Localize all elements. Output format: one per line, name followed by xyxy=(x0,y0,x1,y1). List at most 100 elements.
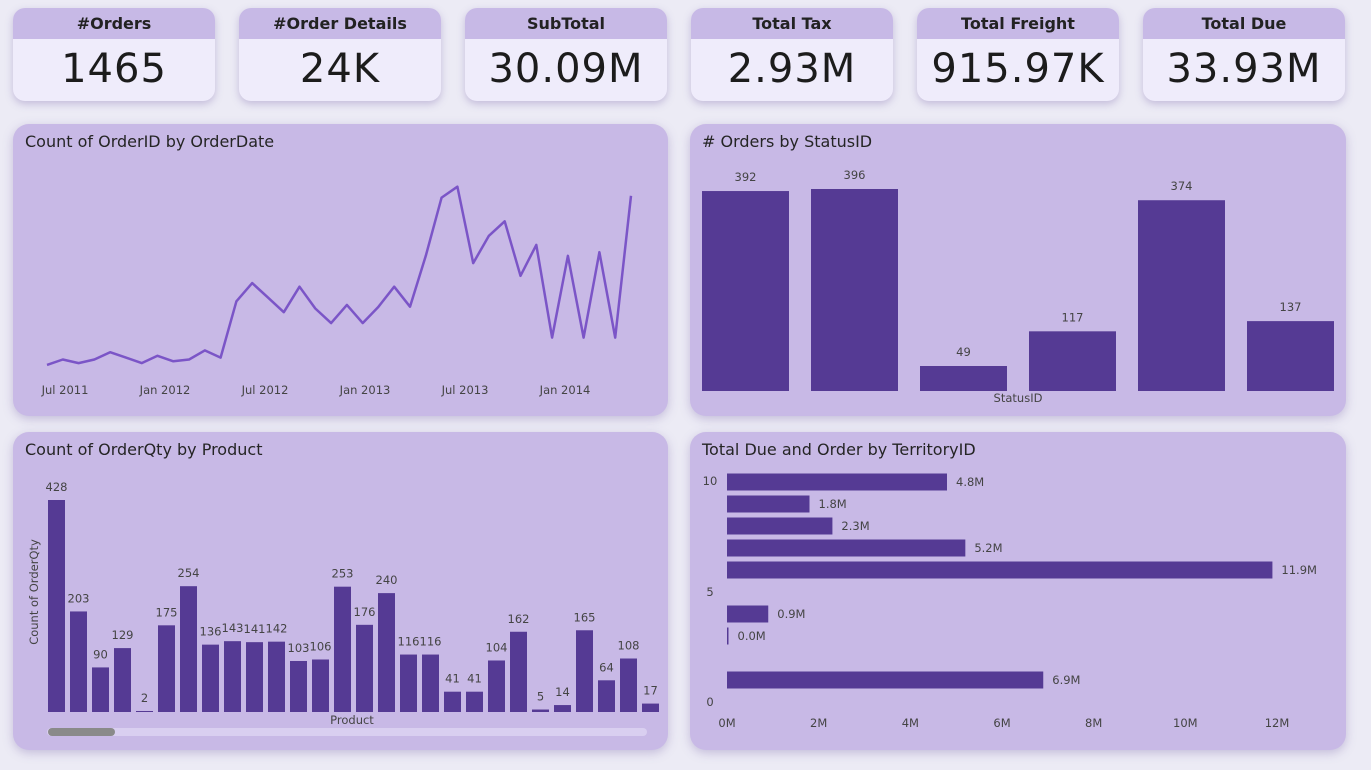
x-tick-label: 4M xyxy=(902,716,919,730)
bar-value-label: 137 xyxy=(1280,300,1302,314)
product-bar xyxy=(576,630,593,712)
bar-value-label: 14 xyxy=(555,685,570,699)
product-bar xyxy=(356,624,373,712)
bar-value-label: 428 xyxy=(46,480,68,494)
status-bar xyxy=(1138,200,1225,391)
x-tick-label: 0M xyxy=(718,716,735,730)
bar-value-label: 108 xyxy=(618,639,640,653)
bar-value-label: 392 xyxy=(735,170,757,184)
status-chart-panel[interactable]: # Orders by StatusID 392 396 49 117 374 137 St… xyxy=(690,124,1346,416)
product-bar xyxy=(246,642,263,712)
bar-value-label: 374 xyxy=(1171,179,1193,193)
x-tick-label: 12M xyxy=(1265,716,1290,730)
product-bar xyxy=(598,680,615,712)
bar-value-label: 175 xyxy=(156,605,178,619)
kpi-total-due: Total Due 33.93M xyxy=(1143,8,1345,101)
bar-value-label: 176 xyxy=(354,605,376,619)
bar-value-label: 0.0M xyxy=(738,629,766,643)
chart-title: # Orders by StatusID xyxy=(702,132,873,151)
bar-value-label: 2 xyxy=(141,691,148,705)
bar-value-label: 17 xyxy=(643,684,658,698)
product-bar xyxy=(488,660,505,712)
chart-title: Count of OrderID by OrderDate xyxy=(25,132,275,151)
bar-value-label: 116 xyxy=(398,635,420,649)
bar-value-label: 103 xyxy=(288,641,310,655)
x-tick-label: Jul 2011 xyxy=(41,383,89,397)
product-bar xyxy=(92,667,109,712)
product-bar xyxy=(312,659,329,712)
product-bar xyxy=(48,500,65,712)
scrollbar-thumb[interactable] xyxy=(48,728,115,736)
status-bar xyxy=(702,191,789,391)
bar-value-label: 6.9M xyxy=(1052,673,1080,687)
territory-bar xyxy=(727,561,1273,579)
kpi-value: 915.97K xyxy=(931,46,1105,92)
territory-bar-chart[interactable]: 4.8M 1.8M 2.3M 5.2M 11.9M 0.9M 0.0M 6.9M 10 5 0 0M 2… xyxy=(690,432,1346,750)
bar-value-label: 90 xyxy=(93,647,108,661)
bar-value-label: 0.9M xyxy=(777,607,805,621)
kpi-label: Total Freight xyxy=(917,8,1119,39)
product-bar xyxy=(334,586,351,712)
kpi-value: 30.09M xyxy=(488,46,644,92)
product-bar xyxy=(510,631,527,712)
y-axis-title: Count of OrderQty xyxy=(27,539,41,645)
product-bar xyxy=(642,703,659,712)
status-bar xyxy=(811,189,898,391)
x-tick-label: 10M xyxy=(1173,716,1198,730)
bar-value-label: 142 xyxy=(266,622,288,636)
product-chart-panel[interactable]: Count of OrderQty by Product 428 203 90 129… xyxy=(13,432,668,750)
bar-value-label: 240 xyxy=(376,573,398,587)
x-tick-label: Jul 2013 xyxy=(441,383,489,397)
product-bar xyxy=(444,691,461,712)
kpi-label: SubTotal xyxy=(465,8,667,39)
kpi-value: 1465 xyxy=(61,46,167,92)
status-bar xyxy=(1029,331,1116,391)
product-bar xyxy=(70,611,87,712)
bar-value-label: 117 xyxy=(1062,310,1084,324)
x-tick-label: Jul 2012 xyxy=(241,383,289,397)
territory-chart-panel[interactable]: Total Due and Order by TerritoryID 4.8M 1… xyxy=(690,432,1346,750)
product-bar xyxy=(554,705,571,712)
bar-value-label: 106 xyxy=(310,639,332,653)
y-tick-label: 10 xyxy=(703,474,718,488)
x-tick-label: Jan 2014 xyxy=(539,383,591,397)
bar-value-label: 4.8M xyxy=(956,475,984,489)
kpi-label: Total Tax xyxy=(691,8,893,39)
kpi-value: 33.93M xyxy=(1166,46,1322,92)
x-tick-label: 2M xyxy=(810,716,827,730)
product-bar xyxy=(114,648,131,712)
product-bar xyxy=(202,644,219,712)
bar-value-label: 41 xyxy=(467,672,482,686)
x-tick-label: 6M xyxy=(993,716,1010,730)
kpi-label: #Orders xyxy=(13,8,215,39)
bar-value-label: 104 xyxy=(486,640,508,654)
territory-bar xyxy=(727,517,833,535)
bar-value-label: 162 xyxy=(508,612,530,626)
kpi-total-tax: Total Tax 2.93M xyxy=(691,8,893,101)
line-chart-panel[interactable]: Count of OrderID by OrderDate Jul 2011 Ja… xyxy=(13,124,668,416)
bar-value-label: 253 xyxy=(332,567,354,581)
bar-value-label: 203 xyxy=(68,591,90,605)
kpi-total-freight: Total Freight 915.97K xyxy=(917,8,1119,101)
bar-value-label: 396 xyxy=(844,168,866,182)
bar-value-label: 143 xyxy=(222,621,244,635)
line-chart[interactable]: Jul 2011 Jan 2012 Jul 2012 Jan 2013 Jul 2013… xyxy=(13,124,668,416)
product-bar xyxy=(158,625,175,712)
bar-value-label: 11.9M xyxy=(1281,563,1317,577)
bar-value-label: 2.3M xyxy=(841,519,869,533)
product-bar xyxy=(466,691,483,712)
bar-value-label: 141 xyxy=(244,622,266,636)
status-bar-chart[interactable]: 392 396 49 117 374 137 StatusID xyxy=(690,124,1346,416)
kpi-label: #Order Details xyxy=(239,8,441,39)
scrollbar-track xyxy=(47,728,647,736)
x-axis-title: Product xyxy=(330,713,374,727)
territory-bar xyxy=(727,539,966,557)
chart-title: Total Due and Order by TerritoryID xyxy=(702,440,976,459)
kpi-value: 2.93M xyxy=(727,46,857,92)
bar-value-label: 136 xyxy=(200,625,222,639)
product-bar xyxy=(180,586,197,712)
product-bar xyxy=(224,641,241,712)
y-tick-label: 5 xyxy=(706,585,713,599)
kpi-label: Total Due xyxy=(1143,8,1345,39)
